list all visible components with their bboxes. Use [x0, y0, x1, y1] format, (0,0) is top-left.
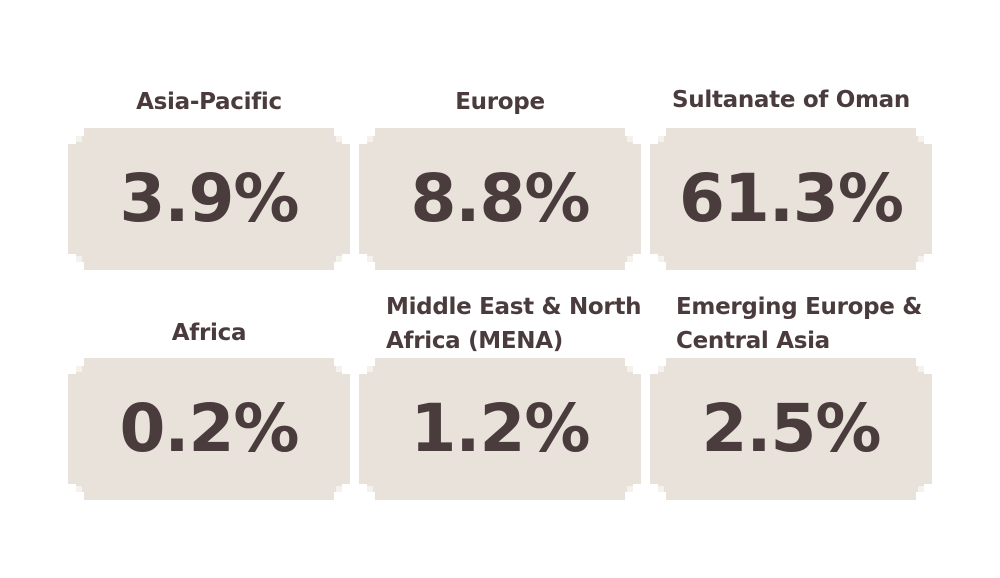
badge-shape	[650, 128, 932, 270]
badge-corner-pixel	[365, 256, 373, 264]
region-label: Europe	[455, 89, 545, 115]
badge-corner-pixel	[627, 364, 635, 372]
badge-corner-pixel	[918, 134, 926, 142]
badge-body	[359, 128, 641, 270]
badge-corner-pixel	[918, 364, 926, 372]
badge-body	[650, 358, 932, 500]
region-label-line2: Central Asia	[676, 328, 830, 354]
badge-corner-pixel	[336, 486, 344, 494]
region-value: 3.9%	[119, 160, 299, 237]
badge-corner-pixel	[365, 364, 373, 372]
badge-corner-pixel	[627, 256, 635, 264]
badge-corner-pixel	[656, 486, 664, 494]
region-value: 0.2%	[119, 390, 299, 467]
badge-corner-pixel	[74, 364, 82, 372]
badge-body	[68, 128, 350, 270]
region-label-line1: Middle East & North	[386, 294, 642, 320]
badge-body	[68, 358, 350, 500]
badge-corner-pixel	[627, 134, 635, 142]
badge-shape	[68, 358, 350, 500]
badge-corner-pixel	[365, 486, 373, 494]
badge-corner-pixel	[656, 256, 664, 264]
badge-corner-pixel	[74, 134, 82, 142]
region-value: 8.8%	[410, 160, 590, 237]
region-value-badge: 61.3%	[650, 128, 932, 270]
badge-corner-pixel	[627, 486, 635, 494]
badge-corner-pixel	[656, 134, 664, 142]
badge-shape	[359, 128, 641, 270]
badge-corner-pixel	[918, 256, 926, 264]
badge-corner-pixel	[918, 486, 926, 494]
badge-body	[650, 128, 932, 270]
region-value-badge: 3.9%	[68, 128, 350, 270]
badge-corner-pixel	[336, 364, 344, 372]
badge-body	[359, 358, 641, 500]
badge-corner-pixel	[365, 134, 373, 142]
badge-corner-pixel	[336, 256, 344, 264]
region-label: Sultanate of Oman	[672, 87, 910, 113]
region-label: Asia-Pacific	[136, 89, 282, 115]
badge-shape	[68, 128, 350, 270]
region-value-badge: 2.5%	[650, 358, 932, 500]
region-value: 2.5%	[701, 390, 881, 467]
region-label: Africa	[171, 320, 247, 346]
badge-corner-pixel	[656, 364, 664, 372]
region-value-badge: 8.8%	[359, 128, 641, 270]
region-value: 61.3%	[679, 160, 904, 237]
region-label-line1: Emerging Europe &	[676, 294, 923, 320]
badge-corner-pixel	[74, 486, 82, 494]
badge-corner-pixel	[336, 134, 344, 142]
region-value: 1.2%	[410, 390, 590, 467]
region-value-badge: 0.2%	[68, 358, 350, 500]
badge-shape	[359, 358, 641, 500]
region-label-line2: Africa (MENA)	[386, 328, 563, 354]
badge-shape	[650, 358, 932, 500]
badge-corner-pixel	[74, 256, 82, 264]
region-value-badge: 1.2%	[359, 358, 641, 500]
